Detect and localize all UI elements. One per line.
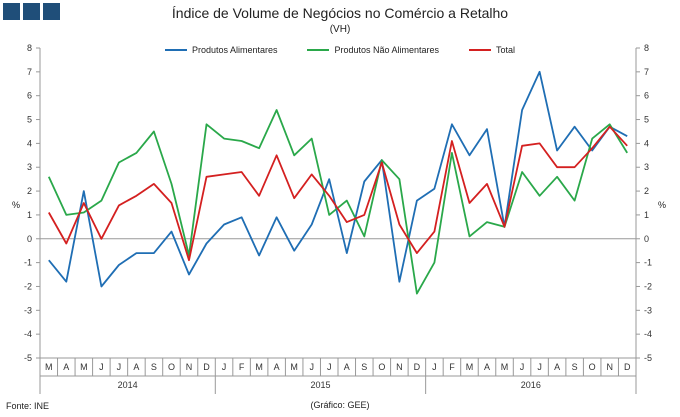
x-tick-label: M [290, 362, 298, 372]
y-tick-label-left: -2 [24, 281, 32, 291]
x-tick-label: A [63, 362, 69, 372]
x-year-label: 2016 [521, 380, 541, 390]
y-tick-label-left: 8 [27, 43, 32, 53]
series-line-3 [48, 125, 628, 262]
x-tick-label: O [378, 362, 385, 372]
logo-squares [3, 3, 60, 20]
legend-swatch [164, 49, 187, 51]
y-axis-left-unit: % [12, 200, 21, 210]
y-tick-label-right: -1 [644, 258, 652, 268]
x-tick-label: N [606, 362, 613, 372]
chart-subtitle: (VH) [329, 24, 351, 35]
x-tick-label: M [501, 362, 509, 372]
legend-item: Total [469, 45, 515, 55]
y-tick-label-left: 1 [27, 210, 32, 220]
y-tick-label-left: 7 [27, 67, 32, 77]
y-tick-label-right: -4 [644, 329, 652, 339]
x-year-label: 2015 [310, 380, 330, 390]
y-tick-label-left: -1 [24, 258, 32, 268]
y-tick-label-left: 6 [27, 91, 32, 101]
y-tick-label-right: 2 [644, 186, 649, 196]
y-tick-label-right: 0 [644, 234, 649, 244]
x-tick-label: J [327, 362, 332, 372]
y-tick-label-right: 7 [644, 67, 649, 77]
x-tick-label: J [537, 362, 542, 372]
series-line-2 [47, 109, 628, 295]
logo-square [23, 3, 40, 20]
x-tick-label: N [186, 362, 193, 372]
x-tick-label: M [255, 362, 263, 372]
y-tick-label-right: -2 [644, 281, 652, 291]
y-tick-label-right: -3 [644, 305, 652, 315]
x-tick-label: A [274, 362, 280, 372]
x-tick-label: J [309, 362, 314, 372]
legend-swatch [469, 49, 492, 51]
x-tick-label: D [414, 362, 421, 372]
y-tick-label-left: -4 [24, 329, 32, 339]
legend-label: Total [496, 45, 516, 55]
x-tick-label: J [117, 362, 122, 372]
x-tick-label: J [432, 362, 437, 372]
x-tick-label: N [396, 362, 403, 372]
y-axis-right-unit: % [658, 200, 667, 210]
y-tick-label-left: -3 [24, 305, 32, 315]
x-tick-label: J [222, 362, 227, 372]
x-tick-label: A [554, 362, 560, 372]
series-line-1 [48, 70, 628, 288]
y-tick-label-left: 3 [27, 162, 32, 172]
y-tick-label-right: 5 [644, 115, 649, 125]
x-tick-label: M [45, 362, 53, 372]
source-note: Fonte: INE [6, 401, 50, 411]
logo-square [43, 3, 60, 20]
x-tick-label: J [520, 362, 525, 372]
x-tick-label: M [466, 362, 474, 372]
y-tick-label-left: 4 [27, 138, 32, 148]
y-tick-label-right: 4 [644, 138, 649, 148]
y-tick-label-right: 3 [644, 162, 649, 172]
legend-item: Produtos Não Alimentares [307, 45, 439, 55]
y-tick-label-right: 6 [644, 91, 649, 101]
y-tick-label-left: -5 [24, 353, 32, 363]
credit-note: (Gráfico: GEE) [310, 400, 370, 410]
x-tick-label: S [151, 362, 157, 372]
y-tick-label-left: 5 [27, 115, 32, 125]
x-tick-label: M [80, 362, 88, 372]
y-tick-label-right: 1 [644, 210, 649, 220]
y-tick-label-right: 8 [644, 43, 649, 53]
x-tick-label: S [572, 362, 578, 372]
x-tick-label: J [99, 362, 104, 372]
x-tick-label: F [449, 362, 455, 372]
y-tick-label-right: -5 [644, 353, 652, 363]
x-year-label: 2014 [118, 380, 138, 390]
y-tick-label-left: 2 [27, 186, 32, 196]
x-tick-label: A [133, 362, 139, 372]
legend-swatch [307, 49, 330, 51]
chart-title: Índice de Volume de Negócios no Comércio… [171, 5, 509, 21]
legend-label: Produtos Não Alimentares [334, 45, 440, 55]
x-tick-label: F [239, 362, 245, 372]
x-tick-label: S [361, 362, 367, 372]
legend-item: Produtos Alimentares [164, 45, 278, 55]
logo-square [3, 3, 20, 20]
legend-label: Produtos Alimentares [191, 45, 278, 55]
y-tick-label-left: 0 [27, 234, 32, 244]
x-tick-label: D [624, 362, 631, 372]
x-tick-label: A [344, 362, 350, 372]
x-tick-label: A [484, 362, 490, 372]
legend: Produtos Alimentares Produtos Não Alimen… [0, 45, 680, 55]
x-tick-label: D [203, 362, 210, 372]
x-tick-label: O [589, 362, 596, 372]
x-tick-label: O [168, 362, 175, 372]
